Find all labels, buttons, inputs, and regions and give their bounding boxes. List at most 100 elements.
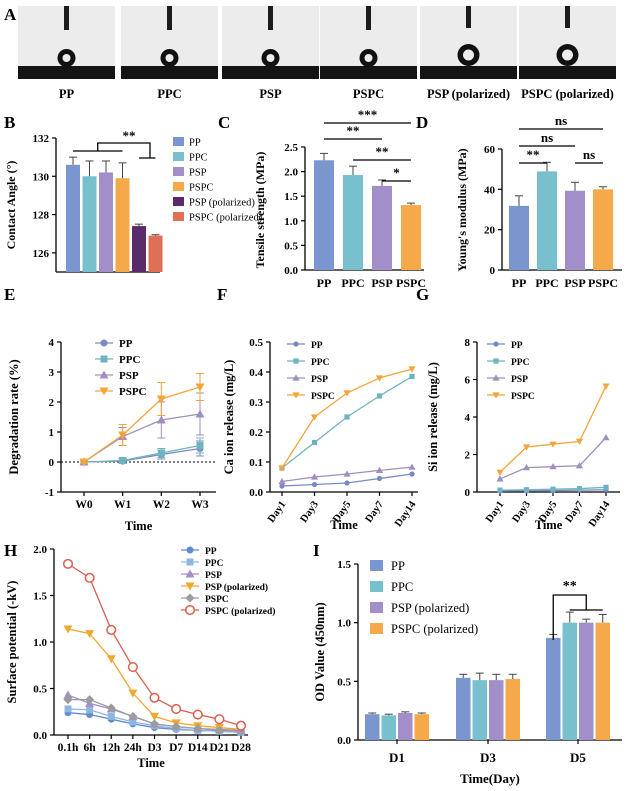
- chart-f-legend: PP PPC PSP PSPC: [287, 341, 335, 402]
- chart-f-point: [343, 390, 351, 397]
- chart-b-bar: [148, 235, 163, 272]
- legend-label: PSPC (polarized): [189, 213, 263, 224]
- panel-letter-D: D: [416, 113, 428, 132]
- chart-i-bar: [579, 622, 594, 740]
- chart-i-bar: [456, 677, 471, 740]
- chart-h-point: [64, 705, 72, 713]
- chart-g-point: [522, 444, 531, 451]
- chart-f-x-label: Day1: [266, 499, 288, 524]
- panel-letter-A: A: [4, 5, 17, 24]
- chart-f-point: [310, 414, 319, 421]
- chart-e: -1 0 1 2 3 4 Degradation rate (%) W0 W1 W2 W3 Time P…: [7, 337, 216, 533]
- syringe-needle: [268, 6, 273, 30]
- legend-marker: [100, 355, 108, 363]
- legend-label: PSPC: [205, 595, 229, 605]
- chart-c-x-label: PPC: [341, 276, 364, 290]
- chart-f-point: [409, 373, 415, 380]
- chart-g-ylabel: Si ion release (mg/L): [426, 362, 440, 472]
- chart-h-point: [235, 720, 247, 731]
- chart-f-point: [279, 483, 285, 489]
- droplet-highlight: [266, 54, 275, 62]
- chart-c-y-tick-label: 2.5: [284, 142, 298, 154]
- chart-e-point: [195, 409, 205, 418]
- chart-i-y-tick-label: 0.0: [337, 735, 351, 747]
- chart-e-point: [79, 458, 89, 467]
- legend-swatch: [173, 182, 184, 191]
- legend-marker: [293, 358, 299, 364]
- legend-marker: [99, 370, 109, 379]
- chart-i-bar: [489, 680, 504, 740]
- legend-marker: [292, 392, 300, 399]
- chart-f-x-label: Day14: [393, 499, 419, 529]
- chart-f-point: [375, 466, 384, 473]
- chart-h-point: [127, 662, 138, 673]
- chart-b-significance: **: [123, 128, 136, 143]
- legend-swatch: [370, 623, 383, 634]
- chart-d-x-label: PSP: [564, 276, 585, 290]
- panel-letter-F: F: [217, 285, 227, 304]
- chart-c-bar: [401, 205, 421, 270]
- chart-h-point: [128, 689, 138, 698]
- chart-f-y-tick-label: 0.0: [249, 487, 263, 499]
- legend-label: PPC: [205, 559, 224, 569]
- chart-c-x-label: PSP: [371, 276, 392, 290]
- chart-f-point: [408, 366, 416, 373]
- chart-h: 0.0 0.5 1.0 1.5 2.0 Surface potential (-kV) 0.…: [5, 544, 275, 770]
- substrate: [519, 66, 616, 79]
- chart-h-point: [150, 712, 159, 721]
- legend-label: PP: [311, 341, 323, 351]
- legend-swatch: [173, 197, 184, 206]
- chart-h-point: [63, 690, 73, 699]
- legend-label: PSPC (polarized): [391, 622, 478, 636]
- chart-h-point: [106, 624, 117, 635]
- chart-e-y-tick-label: 2: [49, 397, 55, 409]
- chart-f-x-label: Day7: [364, 499, 386, 524]
- legend-marker: [185, 569, 195, 578]
- droplet-highlight: [165, 54, 174, 62]
- chart-h-point: [106, 655, 116, 664]
- chart-c: 0.0 0.5 1.0 1.5 2.0 2.5 Tensile strength (MPa)…: [253, 107, 426, 290]
- syringe-needle: [565, 6, 570, 28]
- chart-b-legend: PP PPC PSP PSPC PSP (polarized) PSPC (polariz…: [173, 137, 263, 224]
- panel-letter-H: H: [4, 541, 17, 560]
- legend-label: PSPC: [189, 183, 214, 194]
- chart-b-y-tick-label: 128: [33, 210, 50, 222]
- chart-c-sig-psp-pspc-label: *: [393, 165, 400, 180]
- chart-f-ylabel: Ca ion release (mg/L): [222, 360, 236, 475]
- legend-label: PP: [119, 338, 133, 350]
- panel-letter-E: E: [4, 285, 15, 304]
- chart-g-point: [496, 475, 504, 482]
- chart-b-bar: [82, 176, 97, 272]
- chart-h-ylabel: Surface potential (-kV): [5, 581, 19, 704]
- chart-e-point: [119, 457, 127, 464]
- chart-i-y-tick-label: 0.5: [337, 676, 351, 688]
- chart-f-point: [344, 480, 350, 486]
- chart-h-x-label: D28: [231, 742, 251, 754]
- chart-i-bar: [381, 715, 396, 740]
- chart-h-point: [129, 718, 137, 726]
- chart-d-bar: [537, 171, 557, 270]
- chart-i-ylabel: OD Value (450nm): [313, 602, 327, 701]
- chart-h-point: [107, 712, 115, 720]
- chart-g-point: [550, 486, 556, 492]
- legend-label: PP: [205, 547, 217, 557]
- chart-e-y-tick-label: 0: [49, 457, 55, 469]
- chart-i-bar: [505, 678, 520, 740]
- chart-f-point: [408, 463, 416, 470]
- chart-e-y-tick-label: 1: [49, 427, 55, 439]
- chart-b-bar: [132, 226, 146, 272]
- chart-h-point: [86, 706, 94, 714]
- chart-c-sig-pp-pspc-label: ***: [358, 107, 378, 122]
- sample-label: PP: [59, 87, 75, 101]
- chart-c-y-tick-label: 0.5: [284, 240, 298, 252]
- chart-b-y-tick-label: 126: [33, 248, 50, 260]
- syringe-needle: [366, 6, 371, 30]
- chart-d-sig-psp-pspc-label: ns: [583, 147, 595, 162]
- legend-swatch: [173, 137, 184, 146]
- chart-h-point: [85, 695, 95, 705]
- chart-h-x-label: 24h: [124, 742, 143, 754]
- legend-label: PSPC: [511, 392, 535, 402]
- legend-swatch: [370, 581, 383, 592]
- chart-h-point: [62, 558, 74, 569]
